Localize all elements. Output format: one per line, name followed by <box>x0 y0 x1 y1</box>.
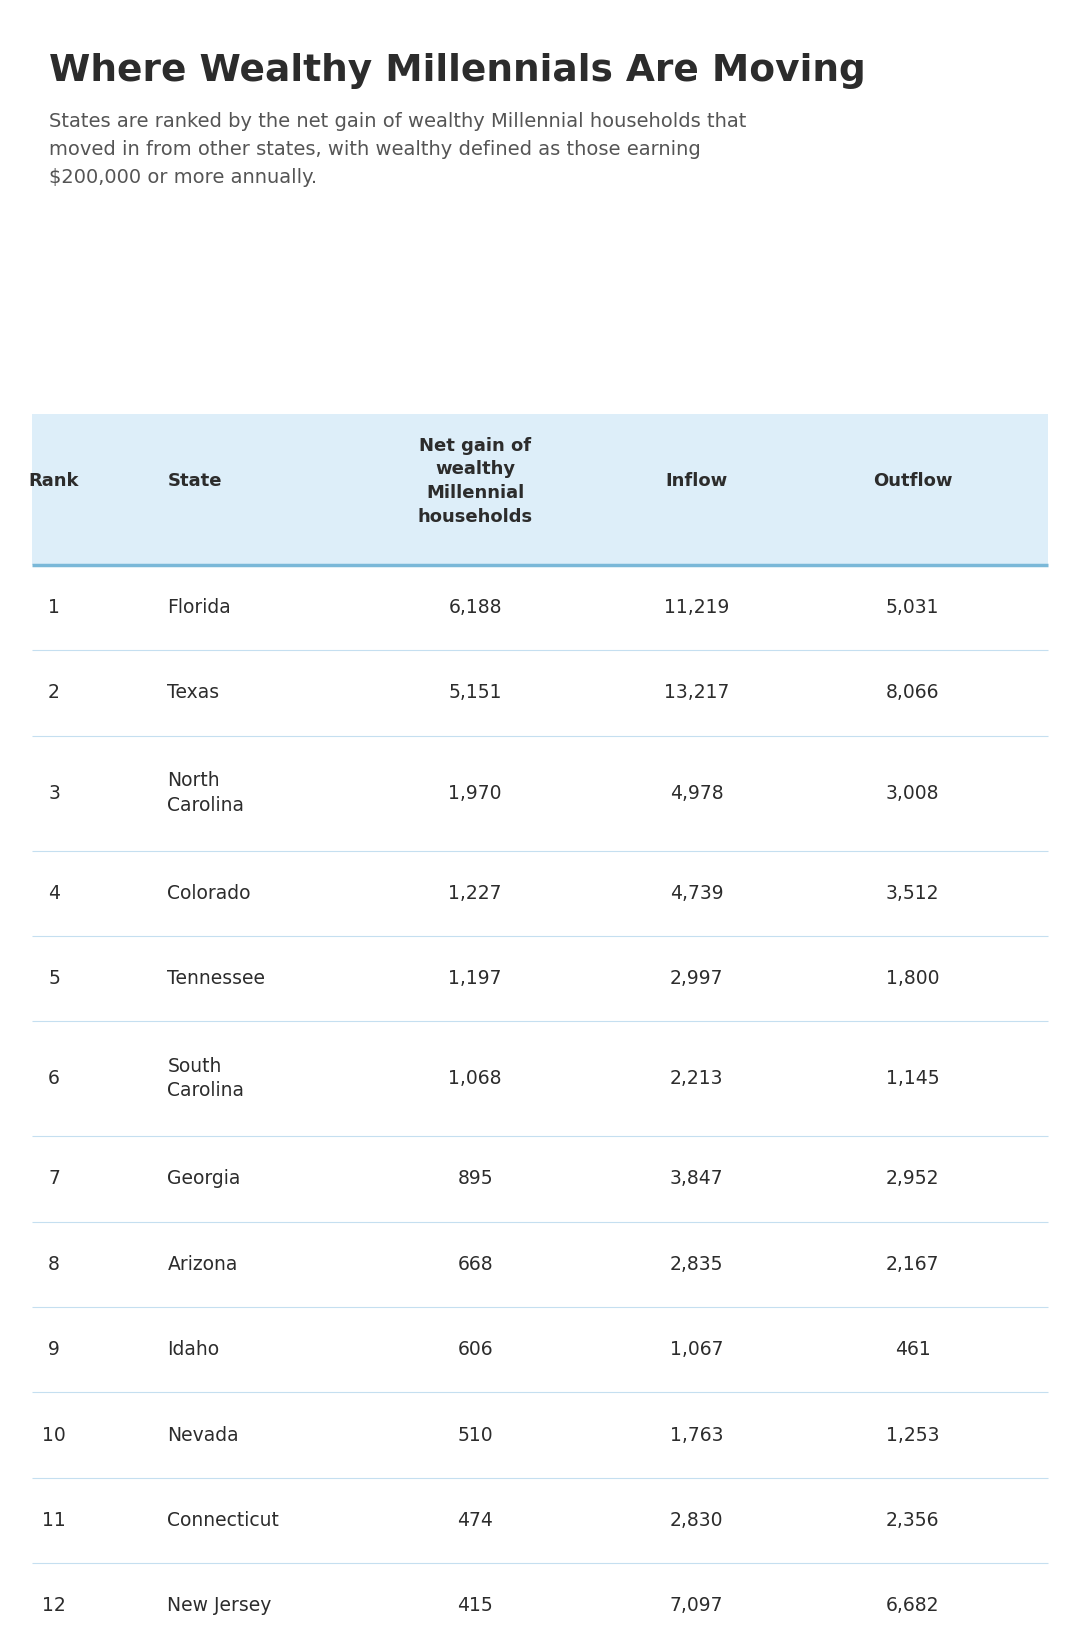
Text: 6,188: 6,188 <box>448 598 502 617</box>
Text: States are ranked by the net gain of wealthy Millennial households that
moved in: States are ranked by the net gain of wea… <box>49 112 746 187</box>
Text: 4: 4 <box>48 883 60 903</box>
Text: 8: 8 <box>49 1254 59 1274</box>
Text: 5,151: 5,151 <box>448 683 502 703</box>
Text: North
Carolina: North Carolina <box>167 772 244 814</box>
Text: 3,008: 3,008 <box>886 783 940 803</box>
Text: 6: 6 <box>49 1069 59 1089</box>
Text: Florida: Florida <box>167 598 231 617</box>
Text: 1,145: 1,145 <box>886 1069 940 1089</box>
Text: 2,952: 2,952 <box>886 1169 940 1189</box>
Text: Tennessee: Tennessee <box>167 969 266 988</box>
Text: 11,219: 11,219 <box>664 598 729 617</box>
Text: Georgia: Georgia <box>167 1169 241 1189</box>
Text: 13,217: 13,217 <box>664 683 729 703</box>
Text: Net gain of
wealthy
Millennial
households: Net gain of wealthy Millennial household… <box>418 437 532 525</box>
Text: 2,356: 2,356 <box>886 1511 940 1530</box>
Text: 7,097: 7,097 <box>670 1596 724 1616</box>
Text: 4,739: 4,739 <box>670 883 724 903</box>
Text: 11: 11 <box>42 1511 66 1530</box>
Text: 1,253: 1,253 <box>886 1425 940 1445</box>
Text: 12: 12 <box>42 1596 66 1616</box>
Text: 2,213: 2,213 <box>670 1069 724 1089</box>
Text: 5,031: 5,031 <box>886 598 940 617</box>
Text: Nevada: Nevada <box>167 1425 239 1445</box>
Text: State: State <box>167 473 221 489</box>
Text: Idaho: Idaho <box>167 1340 219 1360</box>
Text: 1,763: 1,763 <box>670 1425 724 1445</box>
Text: 2,835: 2,835 <box>670 1254 724 1274</box>
Text: Inflow: Inflow <box>665 473 728 489</box>
Text: 7: 7 <box>49 1169 59 1189</box>
Text: 2,830: 2,830 <box>670 1511 724 1530</box>
Text: 474: 474 <box>457 1511 494 1530</box>
Text: 510: 510 <box>458 1425 492 1445</box>
Text: 2: 2 <box>49 683 59 703</box>
Text: 1,067: 1,067 <box>670 1340 724 1360</box>
Text: 1,800: 1,800 <box>886 969 940 988</box>
Text: Texas: Texas <box>167 683 219 703</box>
Text: Where Wealthy Millennials Are Moving: Where Wealthy Millennials Are Moving <box>49 53 865 89</box>
Text: 1,227: 1,227 <box>448 883 502 903</box>
Text: 1: 1 <box>49 598 59 617</box>
Text: 3,512: 3,512 <box>886 883 940 903</box>
Text: 1,970: 1,970 <box>448 783 502 803</box>
Text: Arizona: Arizona <box>167 1254 238 1274</box>
Text: Outflow: Outflow <box>873 473 953 489</box>
Text: 668: 668 <box>458 1254 492 1274</box>
Text: New Jersey: New Jersey <box>167 1596 272 1616</box>
Text: 3,847: 3,847 <box>670 1169 724 1189</box>
Text: 3: 3 <box>49 783 59 803</box>
Text: 1,068: 1,068 <box>448 1069 502 1089</box>
Text: 6,682: 6,682 <box>886 1596 940 1616</box>
Text: South
Carolina: South Carolina <box>167 1057 244 1100</box>
Text: 2,167: 2,167 <box>886 1254 940 1274</box>
Text: 895: 895 <box>458 1169 492 1189</box>
Text: 606: 606 <box>458 1340 492 1360</box>
Text: Colorado: Colorado <box>167 883 251 903</box>
Text: 4,978: 4,978 <box>670 783 724 803</box>
Text: 461: 461 <box>894 1340 931 1360</box>
Text: 415: 415 <box>457 1596 494 1616</box>
Text: Rank: Rank <box>29 473 79 489</box>
Text: 9: 9 <box>49 1340 59 1360</box>
Text: 5: 5 <box>49 969 59 988</box>
Text: 8,066: 8,066 <box>886 683 940 703</box>
Text: Connecticut: Connecticut <box>167 1511 280 1530</box>
Bar <box>32 414 1048 565</box>
Text: 2,997: 2,997 <box>670 969 724 988</box>
Text: 1,197: 1,197 <box>448 969 502 988</box>
Text: 10: 10 <box>42 1425 66 1445</box>
